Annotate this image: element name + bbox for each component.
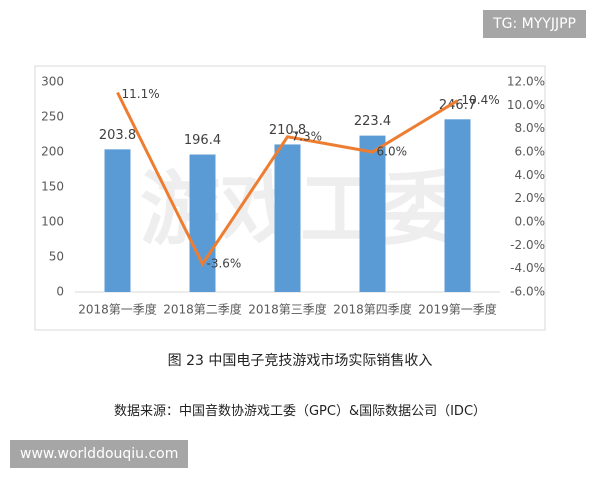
line-value-label: 6.0% bbox=[377, 145, 408, 159]
y-tick-label: 0 bbox=[56, 285, 64, 299]
y-tick-label: 150 bbox=[41, 180, 64, 194]
bar bbox=[444, 119, 471, 292]
bar bbox=[359, 135, 386, 292]
bar-value-label: 223.4 bbox=[354, 114, 391, 129]
y2-tick-label: 8.0% bbox=[515, 121, 546, 135]
url-label: www.worlddouqiu.com bbox=[10, 440, 189, 468]
line bbox=[116, 91, 459, 267]
y-tick-label: 200 bbox=[41, 145, 64, 159]
tag-label: TG: MYYJJPP bbox=[483, 10, 586, 38]
y2-tick-label: 2.0% bbox=[515, 191, 546, 205]
bar bbox=[189, 154, 216, 292]
y2-tick-label: 12.0% bbox=[507, 75, 545, 89]
bar bbox=[274, 144, 301, 292]
line-value-label: 10.4% bbox=[462, 93, 500, 107]
chart: 游戏工委 050100150200250300-6.0%-4.0%-2.0%0.… bbox=[34, 65, 546, 331]
y2-tick-label: 10.0% bbox=[507, 98, 545, 112]
y2-tick-label: 0.0% bbox=[515, 215, 546, 229]
source: 数据来源：中国音数协游戏工委（GPC）&国际数据公司（IDC） bbox=[113, 404, 487, 419]
x-tick-label: 2018第一季度 bbox=[78, 302, 157, 317]
x-tick-label: 2018第四季度 bbox=[333, 302, 412, 317]
y2-tick-label: 6.0% bbox=[515, 145, 546, 159]
bar-value-label: 210.8 bbox=[269, 123, 306, 138]
line-value-label: 11.1% bbox=[122, 87, 160, 101]
y-tick-label: 250 bbox=[41, 110, 64, 124]
y2-tick-label: -6.0% bbox=[510, 285, 545, 299]
y2-tick-label: -2.0% bbox=[510, 238, 545, 252]
bar-value-label: 196.4 bbox=[184, 133, 221, 148]
y-tick-label: 100 bbox=[41, 215, 64, 229]
x-tick-label: 2019第一季度 bbox=[418, 302, 497, 317]
y2-tick-label: -4.0% bbox=[510, 261, 545, 275]
bar-value-label: 203.8 bbox=[99, 128, 136, 143]
x-tick-label: 2018第三季度 bbox=[248, 302, 327, 317]
bar bbox=[104, 149, 131, 292]
caption: 图 23 中国电子竞技游戏市场实际销售收入 bbox=[167, 353, 433, 369]
y2-tick-label: 4.0% bbox=[515, 168, 546, 182]
line-value-label: 7.3% bbox=[292, 129, 323, 143]
x-tick-label: 2018第二季度 bbox=[163, 302, 242, 317]
bar-value-label: 246.7 bbox=[439, 98, 476, 113]
y-tick-label: 300 bbox=[41, 75, 64, 89]
chart-frame bbox=[34, 65, 546, 331]
y-tick-label: 50 bbox=[49, 250, 64, 264]
line-value-label: -3.6% bbox=[207, 257, 242, 271]
